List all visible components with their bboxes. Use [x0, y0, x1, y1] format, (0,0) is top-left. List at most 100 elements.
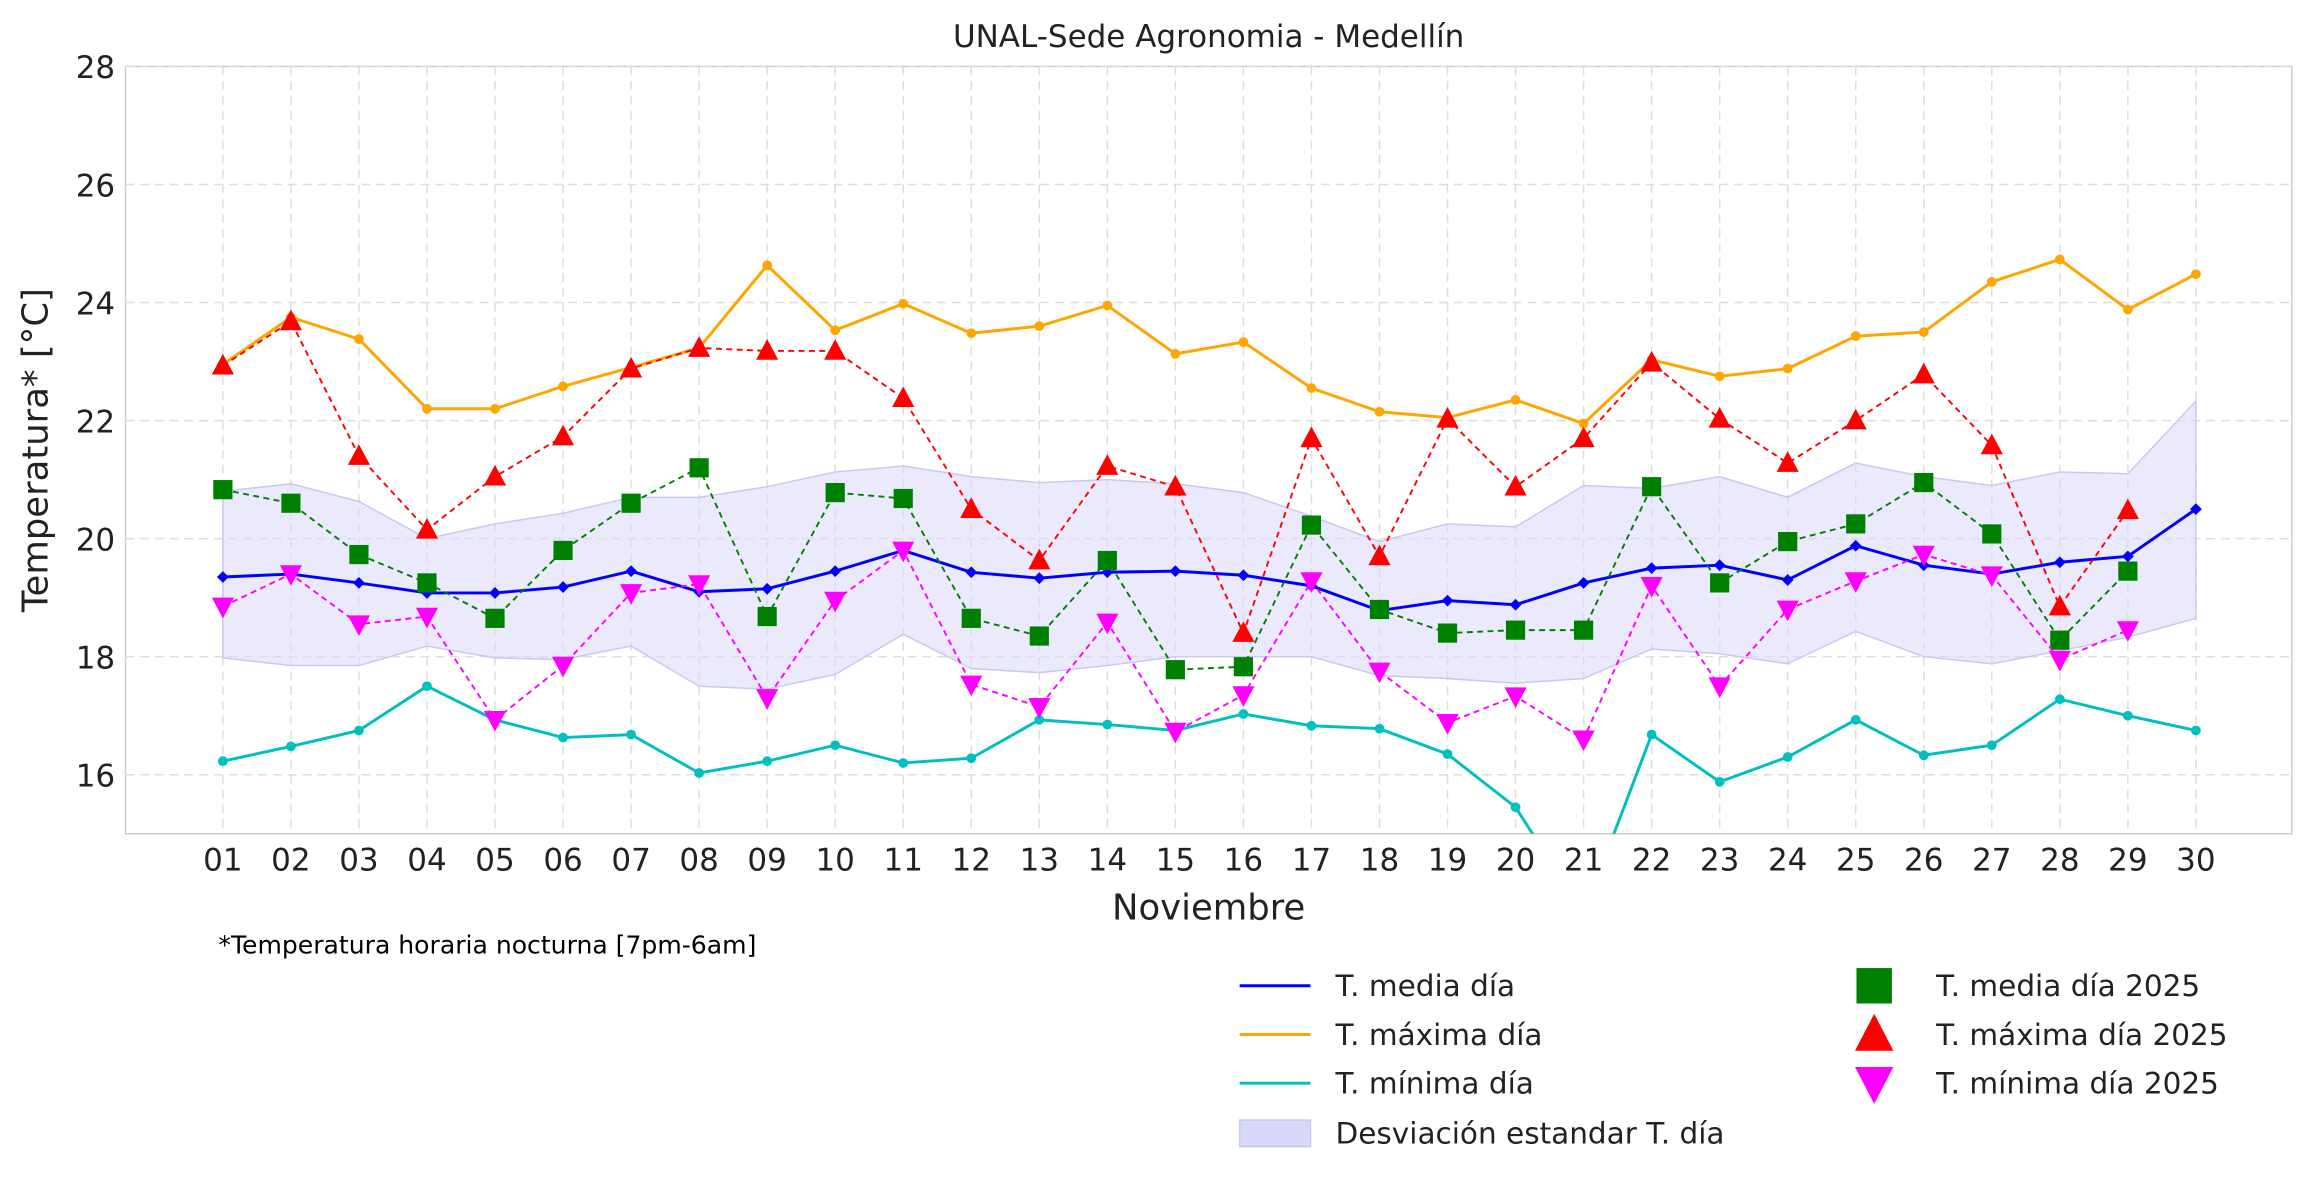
data-point-triangle-up [1028, 548, 1051, 570]
data-point-square [893, 488, 913, 509]
data-point-triangle-up [483, 464, 507, 486]
data-point-square [825, 483, 845, 503]
data-point-triangle-down [1708, 677, 1731, 699]
x-tick-label: 13 [1020, 843, 1059, 879]
legend-label: T. mínima día [1335, 1067, 1534, 1101]
legend-triangle-up-swatch [1855, 1013, 1894, 1051]
y-tick-label: 28 [76, 50, 115, 86]
x-tick-label: 02 [271, 843, 310, 879]
data-point-square [1301, 515, 1322, 535]
std-dev-band [222, 399, 2197, 690]
data-point-circle [218, 756, 228, 767]
data-point-circle [422, 403, 432, 414]
data-point-triangle-up [1300, 426, 1323, 448]
data-point-circle [1034, 714, 1045, 725]
data-point-circle [1034, 321, 1045, 332]
data-point-circle [354, 725, 364, 736]
footnote: *Temperatura horaria nocturna [7pm-6am] [218, 930, 756, 959]
x-tick-label: 06 [543, 843, 582, 879]
legend-band-swatch [1238, 1119, 1312, 1148]
data-point-circle [1306, 383, 1317, 393]
data-point-triangle-up [1844, 408, 1867, 430]
data-point-circle [490, 403, 500, 414]
data-point-triangle-down [551, 656, 575, 678]
data-point-circle [1850, 714, 1861, 725]
data-point-square [1437, 623, 1458, 643]
data-point-triangle-up [211, 353, 234, 375]
data-point-triangle-up [2116, 498, 2139, 520]
data-point-triangle-up [1776, 451, 1799, 472]
data-point-triangle-up [1640, 350, 1663, 372]
y-axis-label: Temperatura* [°C] [15, 288, 56, 613]
data-point-circle [762, 756, 773, 767]
data-point-triangle-up [1232, 621, 1255, 642]
data-point-triangle-down [2116, 621, 2139, 642]
x-tick-label: 15 [1156, 843, 1195, 879]
data-point-square [1505, 620, 1526, 640]
data-point-triangle-down [415, 607, 439, 629]
series-line-t-media-dia [222, 507, 2197, 613]
data-point-triangle-up [551, 424, 575, 446]
data-point-triangle-up [1980, 433, 2003, 455]
data-point-square [1914, 472, 1934, 493]
data-point-triangle-down [1572, 730, 1595, 752]
data-point-square [1982, 524, 2002, 544]
data-point-square [621, 493, 641, 513]
data-point-circle [2054, 254, 2065, 265]
data-point-square [213, 480, 233, 500]
data-point-circle [1646, 729, 1657, 740]
data-point-circle [1986, 276, 1997, 287]
x-tick-label: 09 [747, 843, 786, 879]
legend-triangle-down-swatch [1855, 1066, 1894, 1104]
data-point-triangle-down [892, 541, 915, 563]
data-point-square [1369, 599, 1390, 620]
data-point-square [1778, 531, 1798, 552]
data-point-triangle-up [1164, 474, 1187, 496]
data-point-triangle-down [1096, 613, 1119, 635]
data-point-circle [898, 298, 909, 309]
data-point-triangle-down [1844, 572, 1867, 593]
data-point-circle [1306, 720, 1317, 731]
y-tick-label: 16 [76, 759, 115, 795]
data-point-diamond [1713, 559, 1726, 572]
data-point-triangle-down [1640, 577, 1663, 598]
x-axis-label: Noviembre [1112, 887, 1305, 928]
data-point-triangle-up [892, 386, 915, 408]
data-point-triangle-up [1504, 474, 1527, 496]
data-point-triangle-down [824, 591, 847, 613]
data-point-circle [422, 681, 432, 692]
data-point-circle [1578, 418, 1589, 429]
data-point-triangle-down [279, 565, 302, 586]
data-point-circle [1170, 349, 1181, 359]
data-point-circle [1238, 709, 1249, 719]
data-point-square [2118, 561, 2138, 581]
data-point-triangle-up [620, 356, 643, 378]
x-tick-label: 08 [679, 843, 718, 879]
data-point-square [417, 573, 437, 593]
legend-label: Desviación estandar T. día [1336, 1117, 1725, 1151]
data-point-circle [2191, 269, 2201, 280]
data-point-circle [1782, 363, 1793, 374]
data-point-circle [2054, 694, 2065, 705]
x-tick-label: 22 [1632, 843, 1671, 879]
x-tick-label: 12 [952, 843, 991, 879]
y-tick-label: 24 [76, 286, 115, 322]
x-tick-label: 20 [1496, 843, 1535, 879]
data-point-circle [2191, 725, 2201, 736]
data-point-square [2050, 630, 2070, 650]
data-point-triangle-down [756, 689, 779, 710]
data-point-square [961, 608, 981, 628]
legend-label: T. media día [1335, 969, 1516, 1003]
data-point-circle [1579, 909, 1589, 919]
x-tick-label: 30 [2176, 843, 2215, 879]
legend-label: T. mínima día 2025 [1935, 1067, 2219, 1101]
x-tick-label: 16 [1224, 843, 1263, 879]
data-point-circle [830, 740, 841, 751]
data-point-circle [1238, 337, 1249, 347]
data-point-square [1233, 657, 1253, 677]
data-point-triangle-up [1912, 362, 1935, 384]
data-point-circle [2122, 710, 2133, 721]
data-point-square [757, 606, 777, 627]
data-point-square [689, 458, 709, 478]
data-point-triangle-down [620, 584, 643, 605]
